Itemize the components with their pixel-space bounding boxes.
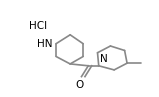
Text: N: N [100, 54, 108, 64]
Text: O: O [76, 80, 84, 90]
Text: HN: HN [37, 39, 52, 49]
Text: HCl: HCl [28, 21, 47, 31]
